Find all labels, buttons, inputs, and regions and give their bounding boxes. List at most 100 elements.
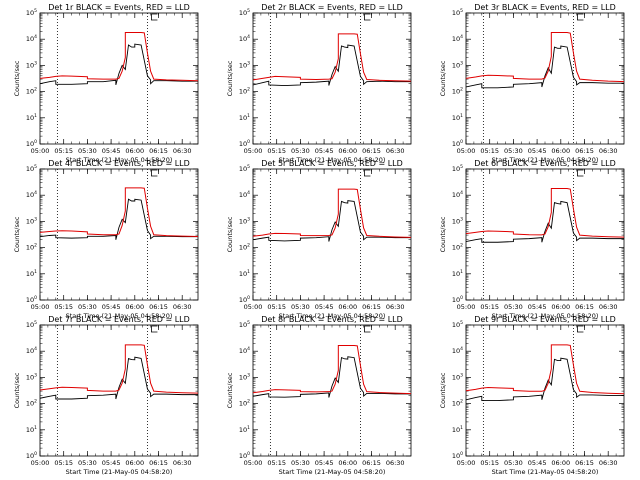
y-tick-label: 100 [239,451,250,460]
y-tick-label: 100 [239,139,250,148]
x-tick-label: 06:00 [551,303,570,311]
series-events [465,45,624,89]
y-tick-label: 102 [26,87,37,96]
y-tick-label: 105 [452,164,463,173]
x-tick-label: 06:15 [362,303,381,311]
y-tick-label: 102 [452,399,463,408]
y-tick-label: 103 [452,60,463,69]
x-tick-label: 05:45 [102,303,121,311]
x-tick-label: 06:15 [149,303,168,311]
y-tick-label: 105 [26,8,37,17]
x-tick-label: 06:30 [599,459,618,467]
x-tick-label: 05:15 [480,147,499,155]
panel-title: Det 9r BLACK = Events, RED = LLD [474,315,616,324]
y-tick-label: 102 [239,243,250,252]
series-events [39,198,198,240]
y-tick-label: 100 [26,451,37,460]
y-axis-label: Counts/sec [439,60,447,96]
x-axis-label: Start Time (21-May-05 04:58:20) [66,156,173,164]
series-lld [465,344,625,395]
y-tick-label: 104 [26,34,37,43]
y-tick-label: 103 [452,216,463,225]
x-tick-label: 06:00 [338,303,357,311]
panel-title: Det 1r BLACK = Events, RED = LLD [48,3,190,12]
y-tick-label: 101 [26,425,37,434]
panel-det-8r: Det 8r BLACK = Events, RED = LLD 100 101 10… [226,315,412,476]
y-axis-label: Counts/sec [439,372,447,408]
y-tick-label: 105 [452,320,463,329]
y-tick-label: 104 [452,346,463,355]
x-tick-label: 05:00 [31,459,50,467]
x-tick-label: 06:30 [599,147,618,155]
x-tick-label: 06:15 [575,303,594,311]
y-tick-label: 103 [239,372,250,381]
bracket-marker [577,325,584,333]
x-tick-label: 05:00 [457,303,476,311]
x-tick-label: 06:15 [575,147,594,155]
y-tick-label: 104 [452,190,463,199]
x-tick-label: 06:00 [125,303,144,311]
x-tick-label: 05:15 [267,303,286,311]
series-lld [465,32,625,83]
series-events [252,44,411,87]
x-axis-label: Start Time (21-May-05 04:58:20) [492,156,599,164]
panel-title: Det 6r BLACK = Events, RED = LLD [474,159,616,168]
x-tick-label: 05:15 [54,303,73,311]
y-tick-label: 104 [26,190,37,199]
y-tick-label: 103 [26,372,37,381]
x-tick-label: 06:00 [551,147,570,155]
panel-det-9r: Det 9r BLACK = Events, RED = LLD 100 101 10… [439,315,625,476]
y-tick-label: 102 [239,87,250,96]
panel-det-3r: Det 3r BLACK = Events, RED = LLD 100 101 10… [439,3,625,164]
panel-det-1r: Det 1r BLACK = Events, RED = LLD 100 101 10… [13,3,199,164]
series-events [465,200,624,243]
y-tick-label: 102 [239,399,250,408]
series-lld [39,187,199,238]
x-tick-label: 05:00 [244,147,263,155]
series-lld [465,188,625,238]
y-axis-label: Counts/sec [13,216,21,252]
x-tick-label: 06:30 [173,303,192,311]
x-tick-label: 05:45 [528,459,547,467]
y-tick-label: 101 [452,113,463,122]
y-tick-label: 101 [239,425,250,434]
x-tick-label: 06:15 [149,459,168,467]
y-axis-label: Counts/sec [13,372,21,408]
bracket-marker [151,169,158,177]
x-tick-label: 06:30 [386,303,405,311]
series-events [465,357,624,402]
y-tick-label: 104 [239,190,250,199]
x-tick-label: 06:30 [173,147,192,155]
series-events [252,200,411,242]
x-tick-label: 05:45 [315,303,334,311]
bracket-marker [577,13,584,21]
bracket-marker [151,325,158,333]
x-tick-label: 05:45 [528,303,547,311]
y-tick-label: 102 [452,87,463,96]
x-tick-label: 05:15 [480,459,499,467]
panel-title: Det 4r BLACK = Events, RED = LLD [48,159,190,168]
x-tick-label: 05:30 [291,459,310,467]
series-lld [252,33,412,82]
y-tick-label: 104 [239,346,250,355]
x-tick-label: 06:00 [125,459,144,467]
x-tick-label: 05:45 [102,459,121,467]
x-tick-label: 05:45 [102,147,121,155]
bracket-marker [364,325,371,333]
series-lld [39,344,199,394]
panel-det-2r: Det 2r BLACK = Events, RED = LLD 100 101 10… [226,3,412,164]
x-axis-label: Start Time (21-May-05 04:58:20) [279,468,386,476]
y-tick-label: 101 [452,425,463,434]
y-tick-label: 100 [239,295,250,304]
series-lld [39,32,199,82]
x-tick-label: 05:00 [31,147,50,155]
y-tick-label: 103 [26,216,37,225]
x-tick-label: 05:30 [291,303,310,311]
x-tick-label: 06:00 [338,459,357,467]
x-axis-label: Start Time (21-May-05 04:58:20) [66,312,173,320]
panel-title: Det 3r BLACK = Events, RED = LLD [474,3,616,12]
x-tick-label: 06:00 [125,147,144,155]
y-tick-label: 104 [452,34,463,43]
y-tick-label: 103 [239,60,250,69]
